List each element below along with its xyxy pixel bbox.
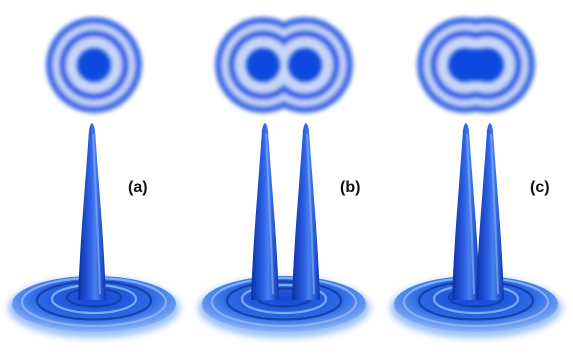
panel-label-a: (a)	[128, 179, 148, 196]
peak-highlight-b-1	[265, 133, 274, 295]
ripple-b-1	[225, 280, 343, 321]
ripple-b-2	[240, 283, 328, 315]
intensity-surface-b	[198, 123, 370, 338]
peak-a-1	[78, 123, 106, 300]
peak-c-1	[452, 123, 480, 300]
peak-highlight-b-2	[306, 133, 315, 295]
core-spots-a	[77, 48, 111, 82]
ring-pattern-a	[46, 17, 142, 113]
peak-highlight-a-1	[92, 133, 101, 295]
outer-ring-b	[215, 17, 353, 113]
base-disc-b	[202, 276, 366, 332]
panel-a	[8, 17, 180, 338]
ring-pattern-c	[417, 17, 535, 113]
peak-highlight-c-2	[490, 133, 499, 295]
panel-c	[390, 17, 562, 338]
core-spots-b	[246, 48, 322, 82]
ripple-b-0	[210, 276, 358, 328]
peak-b-2	[292, 123, 320, 300]
panel-label-b: (b)	[340, 179, 361, 196]
ring-pattern-b	[215, 17, 353, 113]
peak-c-2	[476, 123, 504, 300]
intensity-surface-c	[390, 123, 562, 338]
base-disc-a	[12, 276, 176, 332]
panel-label-c: (c)	[530, 179, 550, 196]
peak-b-1	[251, 123, 279, 300]
core-spots-c	[448, 48, 504, 82]
panel-b	[198, 17, 370, 338]
base-disc-c	[394, 276, 558, 332]
peak-highlight-c-1	[466, 133, 475, 295]
intensity-surface-a	[8, 123, 180, 338]
